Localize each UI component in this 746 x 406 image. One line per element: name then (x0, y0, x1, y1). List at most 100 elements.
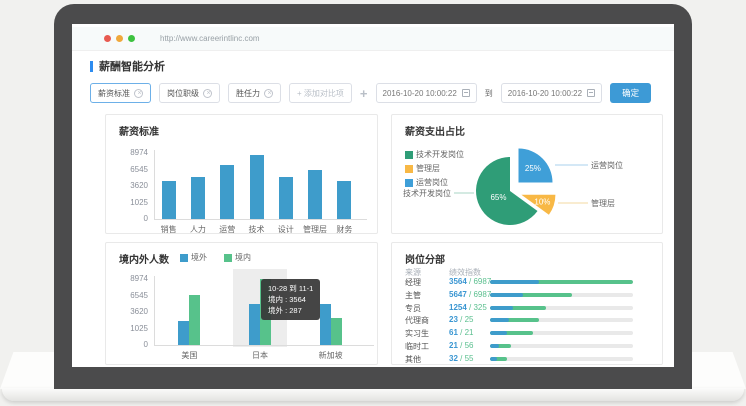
panel-title: 岗位分部 (405, 255, 445, 266)
legend-item-技术开发岗位[interactable]: 技术开发岗位 (405, 149, 464, 160)
row-value-primary: 21 (449, 341, 458, 350)
row-value-secondary: / 25 (457, 315, 474, 325)
laptop-base-right-wedge (690, 352, 746, 389)
row-label: 其他 (405, 354, 421, 364)
y-axis-line (154, 150, 155, 219)
panel-positions: 岗位分部 来源 绩效指数 经理 3564 / 6987 主管 5647 / 6987 专… (391, 242, 663, 365)
row-label: 临时工 (405, 342, 429, 351)
legend-item-境外[interactable]: 境外 (180, 252, 207, 263)
progress-green-segment (490, 344, 512, 348)
row-label: 主管 (405, 290, 421, 300)
bar-境内[interactable] (189, 294, 201, 345)
bar-境外[interactable] (319, 304, 331, 345)
progress-green-segment (490, 331, 533, 336)
row-value-primary: 5647 (449, 289, 467, 299)
row-value-primary: 1254 (449, 302, 467, 312)
add-comparison-label: + 添加对比项 (297, 88, 344, 98)
pie-callout-label: 管理层 (591, 198, 615, 208)
progress-track[interactable] (490, 292, 633, 297)
row-value-secondary: / 325 (466, 302, 487, 312)
pie-slice-2[interactable] (476, 157, 538, 225)
filter-toolbar: 薪资标准 岗位职级 胜任力 + 添加对比项 + 2016-10-20 10:00… (90, 83, 674, 103)
row-values: 23 / 25 (449, 315, 473, 324)
progress-blue-segment (490, 344, 499, 348)
pie-slice-1[interactable] (521, 194, 556, 215)
progress-track[interactable] (490, 318, 633, 323)
y-axis-tick-label: 8974 (130, 148, 148, 157)
progress-green-segment (490, 292, 572, 297)
position-row: 主管 5647 / 6987 (392, 289, 662, 302)
panel-title: 境内外人数 (119, 255, 169, 266)
row-label: 专员 (405, 303, 421, 313)
x-axis-line (154, 219, 367, 220)
bar[interactable] (161, 180, 176, 219)
bar[interactable] (278, 176, 293, 219)
filter-chip-position-level[interactable]: 岗位职级 (159, 83, 220, 103)
bar[interactable] (337, 180, 352, 219)
column-header-source: 来源 (405, 268, 421, 277)
row-value-primary: 3564 (449, 277, 467, 286)
progress-track[interactable] (490, 280, 633, 284)
position-row: 实习生 61 / 21 (392, 327, 662, 340)
legend-swatch (224, 253, 232, 262)
bar-境外[interactable] (249, 304, 260, 345)
date-range-separator: 到 (484, 88, 493, 98)
laptop-screen: http://www.careerintlinc.com 薪酬智能分析 薪资标准… (72, 24, 674, 367)
row-value-primary: 61 (449, 328, 458, 338)
y-axis-tick-label: 1025 (130, 323, 148, 333)
y-axis-tick-label: 6545 (130, 164, 148, 174)
legend-item-境内[interactable]: 境内 (224, 252, 251, 263)
row-value-primary: 23 (449, 315, 458, 325)
date-range-end-input[interactable]: 2016-10-20 10:00:22 (500, 83, 603, 103)
date-end-value: 2016-10-20 10:00:22 (507, 88, 583, 98)
bar-境外[interactable] (178, 321, 190, 345)
traffic-light-yellow-icon[interactable] (116, 35, 123, 42)
chip-remove-icon[interactable] (264, 88, 274, 98)
traffic-light-green-icon[interactable] (128, 35, 135, 42)
url-text: http://www.careerintlinc.com (160, 34, 260, 43)
filter-chip-label: 胜任力 (236, 88, 260, 98)
legend-label: 境内 (235, 253, 251, 262)
legend-item-管理层[interactable]: 管理层 (405, 163, 440, 174)
chip-remove-icon[interactable] (134, 88, 144, 98)
bar[interactable] (308, 170, 323, 219)
bar[interactable] (190, 176, 205, 219)
position-row: 其他 32 / 55 (392, 353, 662, 364)
date-range-start-input[interactable]: 2016-10-20 10:00:22 (375, 83, 477, 103)
position-row: 临时工 21 / 56 (392, 340, 662, 353)
date-start-value: 2016-10-20 10:00:22 (382, 88, 457, 98)
bar[interactable] (249, 155, 264, 219)
pie-legend: 技术开发岗位 管理层 运营岗位 (392, 115, 662, 233)
y-axis-tick-label: 6545 (130, 290, 148, 300)
traffic-light-red-icon[interactable] (104, 35, 111, 42)
progress-blue-segment (490, 305, 513, 310)
progress-track[interactable] (490, 344, 633, 348)
progress-track[interactable] (490, 356, 633, 361)
legend-item-运营岗位[interactable]: 运营岗位 (405, 177, 448, 188)
filter-chip-salary-standard[interactable]: 薪资标准 (90, 83, 151, 103)
legend-label: 运营岗位 (416, 178, 448, 187)
plus-icon[interactable]: + (359, 85, 368, 101)
y-axis-tick-label: 8974 (130, 274, 148, 283)
progress-track[interactable] (490, 305, 633, 310)
calendar-icon (461, 89, 470, 97)
tooltip-domestic-value: 境内 : 3564 (268, 295, 306, 304)
x-category-label: 日本 (252, 351, 269, 360)
bar[interactable] (220, 164, 235, 219)
pie-slice-0[interactable] (518, 148, 553, 183)
confirm-button[interactable]: 确定 (610, 83, 652, 103)
pie-callout-label: 技术开发岗位 (403, 188, 451, 198)
progress-green-segment (490, 305, 546, 310)
chip-remove-icon[interactable] (203, 88, 213, 98)
y-axis-tick-label: 3620 (130, 181, 148, 190)
x-category-label: 管理层 (303, 225, 328, 234)
add-comparison-chip[interactable]: + 添加对比项 (289, 83, 352, 103)
chart-tooltip: 10-28 到 11-1 境内 : 3564 境外 : 287 (261, 279, 321, 320)
progress-track[interactable] (490, 331, 633, 336)
x-category-label: 销售 (160, 225, 177, 234)
bar-境内[interactable] (330, 317, 342, 345)
position-row: 代理商 23 / 25 (392, 314, 662, 327)
x-category-label: 技术 (248, 225, 265, 234)
filter-chip-competency[interactable]: 胜任力 (228, 83, 281, 103)
progress-green-segment (490, 318, 539, 323)
